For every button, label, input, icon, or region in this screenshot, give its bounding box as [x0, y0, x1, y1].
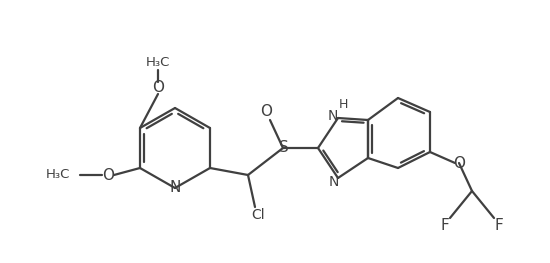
Text: H₃C: H₃C [146, 55, 170, 68]
Text: H₃C: H₃C [46, 169, 70, 181]
Text: H: H [338, 99, 348, 112]
Text: Cl: Cl [251, 208, 265, 222]
Text: N: N [169, 180, 181, 195]
Text: F: F [441, 219, 449, 234]
Text: O: O [453, 155, 465, 170]
Text: F: F [494, 219, 503, 234]
Text: S: S [279, 140, 289, 155]
Text: O: O [260, 104, 272, 119]
Text: N: N [329, 175, 339, 189]
Text: N: N [328, 109, 338, 123]
Text: O: O [102, 168, 114, 183]
Text: O: O [152, 80, 164, 95]
